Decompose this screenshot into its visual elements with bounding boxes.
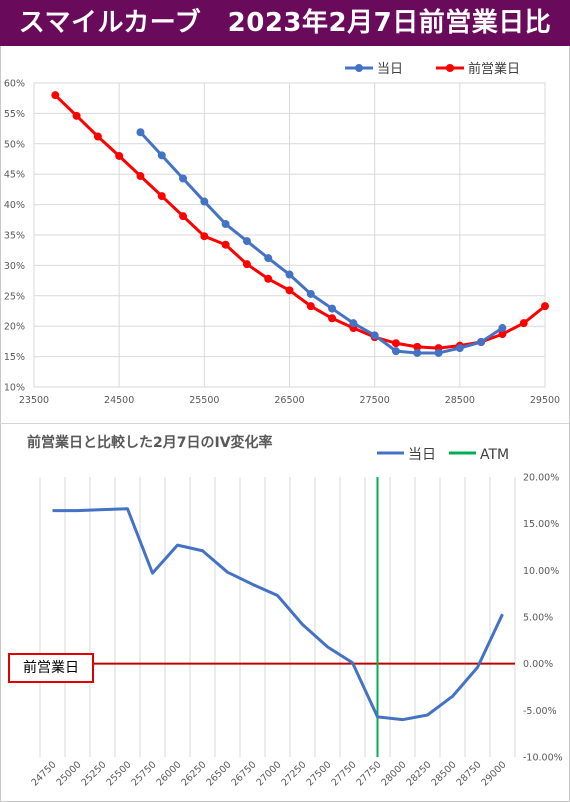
data-point — [370, 331, 379, 340]
x-tick-label: 26250 — [179, 759, 208, 788]
x-tick-label: 27750 — [329, 759, 358, 788]
data-point — [200, 232, 209, 241]
data-point — [285, 286, 294, 295]
data-point — [72, 111, 81, 120]
y-tick-label: 60% — [4, 79, 25, 90]
data-point — [519, 319, 528, 328]
data-point — [498, 324, 507, 333]
y-tick-label: 20.00% — [523, 473, 559, 484]
data-point — [179, 212, 188, 221]
data-point — [434, 348, 443, 357]
x-tick-label: 25250 — [79, 759, 108, 788]
y-tick-label: 55% — [4, 109, 25, 120]
legend-label: 当日 — [408, 447, 436, 463]
y-tick-label: 5.00% — [523, 613, 553, 624]
data-point — [391, 347, 400, 356]
data-point — [157, 151, 166, 160]
x-tick-label: 25500 — [104, 759, 133, 788]
data-point — [285, 270, 294, 279]
data-point — [179, 174, 188, 183]
data-point — [413, 342, 422, 351]
data-point — [221, 220, 230, 229]
data-point — [264, 274, 273, 283]
previous-day-baseline-label: 前営業日 — [8, 653, 94, 683]
data-point — [264, 254, 273, 263]
y-tick-label: 50% — [4, 139, 25, 150]
y-tick-label: -5.00% — [523, 706, 557, 717]
y-tick-label: 35% — [4, 231, 25, 242]
x-tick-label: 28750 — [454, 759, 483, 788]
y-tick-label: 20% — [4, 322, 25, 333]
x-tick-label: 25500 — [189, 395, 219, 406]
data-point — [391, 339, 400, 348]
y-tick-label: 45% — [4, 170, 25, 181]
y-tick-label: 0.00% — [523, 659, 553, 670]
data-point — [541, 302, 549, 311]
x-tick-label: 25000 — [54, 759, 83, 788]
data-point — [221, 240, 230, 249]
x-tick-label: 27500 — [360, 395, 390, 406]
data-point — [136, 128, 145, 137]
data-point — [328, 314, 337, 323]
data-point — [157, 192, 166, 201]
x-tick-label: 25750 — [129, 759, 158, 788]
x-tick-label: 23500 — [19, 395, 49, 406]
x-tick-label: 28250 — [404, 759, 433, 788]
data-point — [498, 330, 507, 339]
x-tick-label: 29500 — [530, 395, 560, 406]
legend-swatch-marker — [355, 64, 363, 72]
data-point — [306, 302, 315, 311]
chart-title: 前営業日と比較した2月7日のIV変化率 — [27, 434, 273, 451]
data-point — [242, 260, 251, 269]
x-tick-label: 27500 — [304, 759, 333, 788]
title-banner: スマイルカーブ 2023年2月7日前営業日比 — [0, 0, 570, 46]
x-tick-label: 24500 — [104, 395, 134, 406]
data-point — [306, 289, 315, 298]
data-point — [413, 348, 422, 357]
x-tick-label: 27750 — [354, 759, 383, 788]
x-tick-label: 26500 — [274, 395, 304, 406]
legend-label: 前営業日 — [468, 61, 520, 77]
data-point — [115, 151, 124, 160]
x-tick-label: 27000 — [254, 759, 283, 788]
data-point — [93, 132, 102, 141]
x-tick-label: 24750 — [29, 759, 58, 788]
x-tick-label: 29000 — [479, 759, 508, 788]
y-tick-label: 30% — [4, 261, 25, 272]
x-tick-label: 27250 — [279, 759, 308, 788]
x-tick-label: 26000 — [154, 759, 183, 788]
y-tick-label: 15% — [4, 352, 25, 363]
legend-label: 当日 — [377, 62, 403, 77]
chart-divider — [0, 423, 570, 424]
y-tick-label: 15.00% — [523, 519, 559, 530]
data-point — [455, 344, 464, 353]
legend-label: ATM — [480, 447, 509, 463]
y-tick-label: 40% — [4, 200, 25, 211]
x-tick-label: 28000 — [379, 759, 408, 788]
x-tick-label: 26750 — [229, 759, 258, 788]
data-point — [136, 172, 145, 181]
x-tick-label: 28500 — [445, 395, 475, 406]
y-tick-label: 10% — [4, 383, 25, 394]
data-point — [477, 338, 486, 347]
x-tick-label: 26500 — [204, 759, 233, 788]
data-point — [328, 304, 337, 313]
data-point — [200, 197, 209, 206]
series-line — [52, 507, 504, 722]
data-point — [242, 237, 251, 246]
legend-swatch-marker — [446, 64, 454, 72]
iv-change-chart: 前営業日と比較した2月7日のIV変化率 20.00% 15.00% 10.00% 5.0… — [27, 434, 563, 789]
smile-curve-chart: 10% 15% 20% 25% 30% 35% 40% 45% 50% 55% 60% 23500 24… — [4, 61, 560, 406]
y-tick-label: 25% — [4, 291, 25, 302]
data-point — [51, 91, 60, 100]
page-title: スマイルカーブ 2023年2月7日前営業日比 — [18, 8, 552, 38]
x-tick-label: 28500 — [429, 759, 458, 788]
y-tick-label: 10.00% — [523, 566, 559, 577]
y-tick-label: -10.00% — [523, 753, 563, 764]
data-point — [349, 319, 358, 328]
